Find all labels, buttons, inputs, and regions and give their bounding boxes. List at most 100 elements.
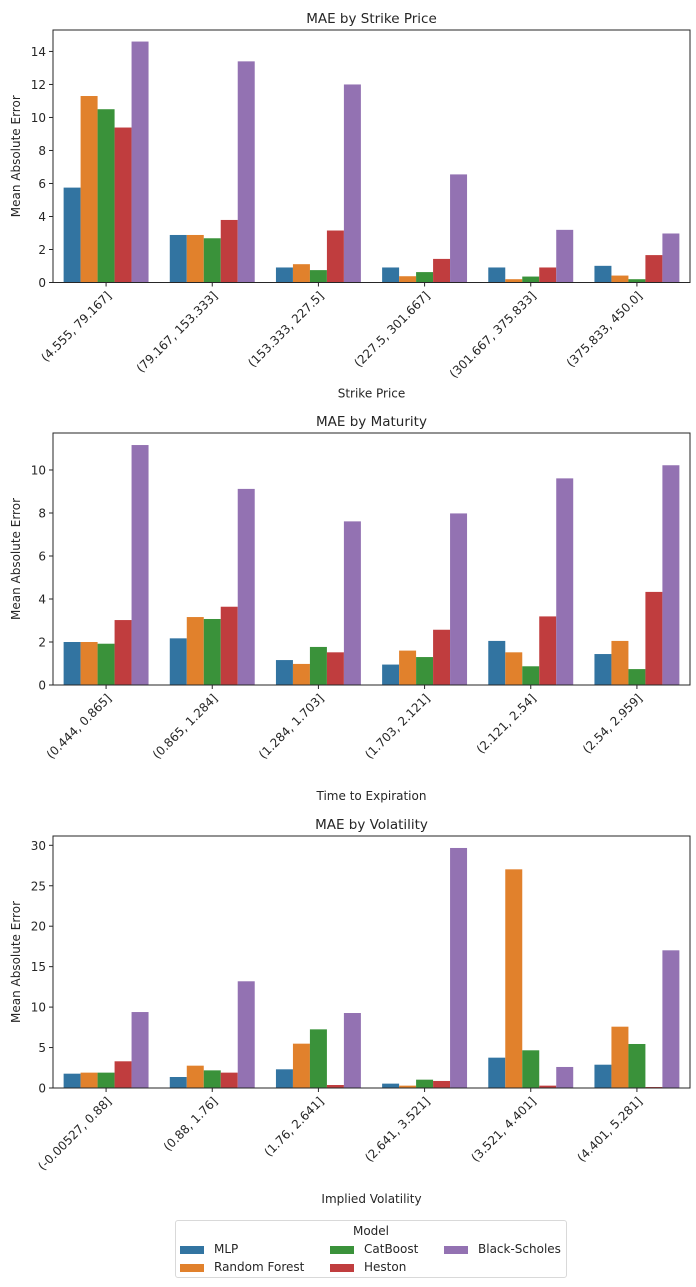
y-tick-label: 10 xyxy=(31,111,46,125)
bar-black-scholes xyxy=(662,233,680,283)
x-tick-label: (375.833, 450.0] xyxy=(564,289,645,370)
bar-heston xyxy=(539,1085,557,1088)
bar-random-forest xyxy=(292,663,310,685)
bar-random-forest xyxy=(80,642,98,685)
bar-black-scholes xyxy=(131,445,149,685)
x-tick-label: (1.703, 2.121] xyxy=(362,691,433,762)
bar-heston xyxy=(645,591,663,685)
bar-catboost xyxy=(203,1070,221,1088)
bar-mlp xyxy=(169,638,187,685)
y-tick-label: 0 xyxy=(38,276,46,290)
y-tick-label: 14 xyxy=(31,45,46,59)
y-tick-label: 0 xyxy=(38,679,46,693)
bar-black-scholes xyxy=(556,478,574,685)
legend-swatch-catboost xyxy=(330,1245,354,1254)
y-tick-label: 2 xyxy=(38,635,46,649)
bar-heston xyxy=(114,620,132,685)
legend-label: CatBoost xyxy=(364,1242,419,1256)
y-axis-label: Mean Absolute Error xyxy=(9,95,23,217)
bar-random-forest xyxy=(399,1085,417,1088)
bar-catboost xyxy=(416,272,434,283)
bar-mlp xyxy=(594,1064,612,1088)
bar-black-scholes xyxy=(662,950,680,1088)
bar-random-forest xyxy=(611,275,629,283)
x-tick-label: (227.5, 301.667] xyxy=(351,289,432,370)
bar-mlp xyxy=(594,265,612,283)
figure: MAE by Strike Price 0 2 4 6 8 10 12 14 (4.555, 79… xyxy=(9,11,691,1206)
y-tick-label: 6 xyxy=(38,177,46,191)
bar-mlp xyxy=(63,187,81,283)
bar-catboost xyxy=(522,276,540,283)
bar-mlp xyxy=(169,1077,187,1088)
bar-mlp xyxy=(488,1057,506,1088)
bar-black-scholes xyxy=(237,981,255,1088)
bar-catboost xyxy=(309,646,327,685)
bar-catboost xyxy=(97,109,115,283)
x-tick-label: (-0.00527, 0.88] xyxy=(35,1094,114,1173)
y-tick-label: 20 xyxy=(31,920,46,934)
y-tick-label: 4 xyxy=(38,210,46,224)
bar-catboost xyxy=(628,1043,646,1088)
x-axis-label: Implied Volatility xyxy=(321,1192,421,1206)
x-tick-label: (4.555, 79.167] xyxy=(38,289,114,365)
y-tick-label: 4 xyxy=(38,592,46,606)
y-tick-label: 30 xyxy=(31,839,46,853)
x-tick-label: (2.641, 3.521] xyxy=(362,1094,433,1165)
bar-mlp xyxy=(382,267,400,283)
bar-black-scholes xyxy=(450,174,468,283)
x-tick-label: (79.167, 153.333] xyxy=(134,289,221,376)
bar-random-forest xyxy=(399,276,417,283)
y-tick-label: 5 xyxy=(38,1041,46,1055)
bar-heston xyxy=(220,606,238,685)
bar-mlp xyxy=(275,1069,293,1088)
legend-item-catboost: CatBoost xyxy=(330,1242,418,1256)
bar-heston xyxy=(433,629,451,685)
y-tick-label: 8 xyxy=(38,506,46,520)
bar-mlp xyxy=(275,660,293,685)
y-tick-label: 12 xyxy=(31,78,46,92)
y-tick-label: 15 xyxy=(31,960,46,974)
bar-mlp xyxy=(275,267,293,283)
bar-catboost xyxy=(628,279,646,283)
y-tick-label: 25 xyxy=(31,879,46,893)
bar-heston xyxy=(539,267,557,283)
legend: Model MLP Random Forest CatBoost Heston … xyxy=(175,1220,567,1278)
legend-title: Model xyxy=(352,1224,390,1238)
bar-black-scholes xyxy=(450,513,468,685)
bar-black-scholes xyxy=(662,465,680,685)
bar-black-scholes xyxy=(343,521,361,685)
legend-label: Heston xyxy=(364,1260,407,1274)
chart-title: MAE by Volatility xyxy=(315,817,428,833)
bar-catboost xyxy=(203,618,221,685)
legend-item-heston: Heston xyxy=(330,1260,406,1274)
x-tick-label: (0.88, 1.76] xyxy=(161,1094,221,1154)
bar-catboost xyxy=(309,1029,327,1088)
bar-mlp xyxy=(488,640,506,685)
x-axis-label: Time to Expiration xyxy=(316,789,427,803)
legend-item-black-scholes: Black-Scholes xyxy=(444,1242,561,1256)
bar-catboost xyxy=(628,669,646,685)
x-tick-label: (0.865, 1.284] xyxy=(150,691,221,762)
bar-heston xyxy=(539,616,557,685)
x-tick-label: (2.121, 2.54] xyxy=(474,691,539,756)
bar-heston xyxy=(326,230,344,283)
x-tick-label: (153.333, 227.5] xyxy=(245,289,326,370)
x-tick-label: (1.76, 2.641] xyxy=(261,1094,326,1159)
legend-label: Black-Scholes xyxy=(478,1242,561,1256)
x-tick-label: (1.284, 1.703] xyxy=(256,691,327,762)
y-axis-label: Mean Absolute Error xyxy=(9,901,23,1023)
bar-mlp xyxy=(169,234,187,283)
y-tick-label: 8 xyxy=(38,144,46,158)
bar-mlp xyxy=(488,267,506,283)
bar-random-forest xyxy=(611,640,629,685)
bar-black-scholes xyxy=(556,229,574,283)
bar-random-forest xyxy=(292,1043,310,1088)
legend-label: Random Forest xyxy=(214,1260,305,1274)
x-tick-label: (0.444, 0.865] xyxy=(44,691,115,762)
bar-heston xyxy=(114,127,132,283)
y-tick-label: 10 xyxy=(31,1001,46,1015)
y-tick-label: 0 xyxy=(38,1082,46,1096)
plot-frame xyxy=(52,432,691,686)
bar-random-forest xyxy=(80,1072,98,1088)
bar-black-scholes xyxy=(343,84,361,283)
